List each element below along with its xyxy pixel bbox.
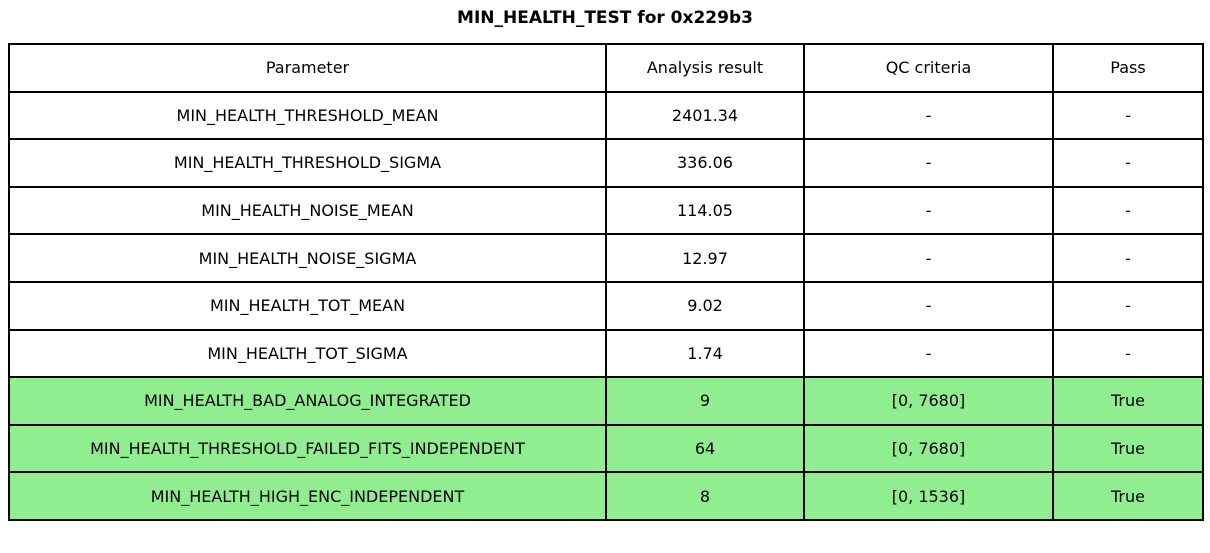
cell-pass: - [1052, 185, 1204, 236]
cell-parameter: MIN_HEALTH_THRESHOLD_FAILED_FITS_INDEPEN… [8, 423, 607, 474]
cell-qc-criteria: - [803, 328, 1054, 379]
cell-analysis-result: 114.05 [605, 185, 805, 236]
table-row: MIN_HEALTH_HIGH_ENC_INDEPENDENT 8 [0, 15… [8, 471, 1204, 521]
cell-analysis-result: 2401.34 [605, 90, 805, 141]
page-title: MIN_HEALTH_TEST for 0x229b3 [457, 8, 753, 28]
qc-results-table: Parameter Analysis result QC criteria Pa… [8, 43, 1204, 521]
cell-pass: - [1052, 138, 1204, 188]
table-row: MIN_HEALTH_THRESHOLD_MEAN 2401.34 - - [8, 90, 1204, 141]
cell-qc-criteria: - [803, 90, 1054, 141]
cell-pass: True [1052, 423, 1204, 474]
cell-parameter: MIN_HEALTH_TOT_SIGMA [8, 328, 607, 379]
cell-analysis-result: 1.74 [605, 328, 805, 379]
cell-analysis-result: 8 [605, 471, 805, 521]
table-row: MIN_HEALTH_THRESHOLD_FAILED_FITS_INDEPEN… [8, 423, 1204, 474]
cell-pass: True [1052, 471, 1204, 521]
cell-analysis-result: 12.97 [605, 233, 805, 283]
cell-parameter: MIN_HEALTH_NOISE_SIGMA [8, 233, 607, 283]
cell-qc-criteria: - [803, 185, 1054, 236]
table-row: MIN_HEALTH_TOT_MEAN 9.02 - - [8, 280, 1204, 331]
table-row: MIN_HEALTH_NOISE_MEAN 114.05 - - [8, 185, 1204, 236]
cell-qc-criteria: [0, 7680] [803, 423, 1054, 474]
cell-analysis-result: 9 [605, 376, 805, 426]
cell-qc-criteria: - [803, 233, 1054, 283]
cell-pass: - [1052, 233, 1204, 283]
cell-analysis-result: 9.02 [605, 280, 805, 331]
cell-analysis-result: 336.06 [605, 138, 805, 188]
table-row: MIN_HEALTH_THRESHOLD_SIGMA 336.06 - - [8, 138, 1204, 188]
cell-parameter: MIN_HEALTH_THRESHOLD_SIGMA [8, 138, 607, 188]
table-row: MIN_HEALTH_NOISE_SIGMA 12.97 - - [8, 233, 1204, 283]
column-header-qc-criteria: QC criteria [803, 43, 1054, 93]
cell-pass: True [1052, 376, 1204, 426]
cell-qc-criteria: [0, 1536] [803, 471, 1054, 521]
cell-parameter: MIN_HEALTH_BAD_ANALOG_INTEGRATED [8, 376, 607, 426]
header-row: Parameter Analysis result QC criteria Pa… [8, 43, 1204, 93]
table-row: MIN_HEALTH_TOT_SIGMA 1.74 - - [8, 328, 1204, 379]
cell-parameter: MIN_HEALTH_HIGH_ENC_INDEPENDENT [8, 471, 607, 521]
cell-parameter: MIN_HEALTH_NOISE_MEAN [8, 185, 607, 236]
qc-table-body: MIN_HEALTH_THRESHOLD_MEAN 2401.34 - - MI… [8, 90, 1204, 521]
cell-parameter: MIN_HEALTH_THRESHOLD_MEAN [8, 90, 607, 141]
cell-pass: - [1052, 328, 1204, 379]
cell-qc-criteria: [0, 7680] [803, 376, 1054, 426]
cell-qc-criteria: - [803, 138, 1054, 188]
cell-qc-criteria: - [803, 280, 1054, 331]
column-header-pass: Pass [1052, 43, 1204, 93]
cell-parameter: MIN_HEALTH_TOT_MEAN [8, 280, 607, 331]
column-header-analysis-result: Analysis result [605, 43, 805, 93]
table-row: MIN_HEALTH_BAD_ANALOG_INTEGRATED 9 [0, 7… [8, 376, 1204, 426]
cell-pass: - [1052, 280, 1204, 331]
cell-analysis-result: 64 [605, 423, 805, 474]
column-header-parameter: Parameter [8, 43, 607, 93]
cell-pass: - [1052, 90, 1204, 141]
